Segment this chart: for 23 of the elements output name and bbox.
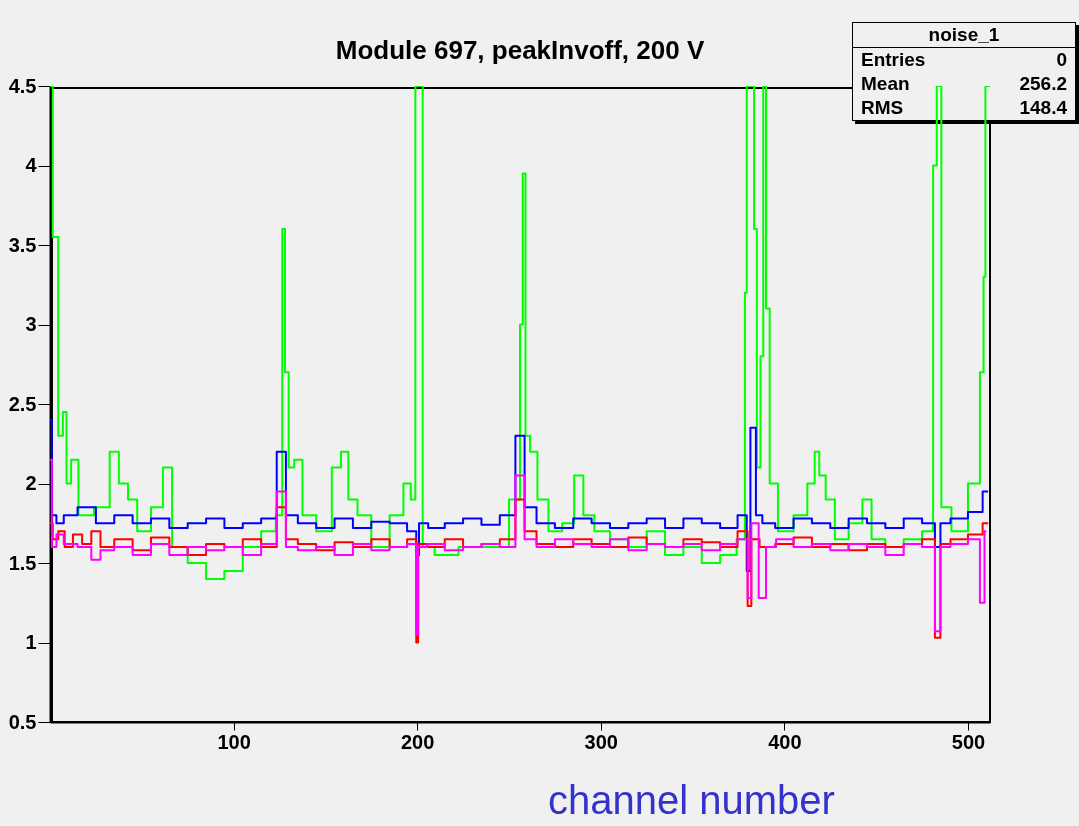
text: 0 (1055, 48, 1068, 72)
x-tick-label: 500 (951, 730, 986, 753)
x-tick-label: 200 (401, 730, 435, 753)
y-tick-label: 2 (25, 472, 37, 494)
text: 148.4 (1018, 96, 1068, 120)
annotation: Mean (860, 72, 911, 96)
y-tick-label: 0.5 (8, 710, 37, 733)
text: noise_1 (853, 23, 1075, 48)
x-axis-title: channel number (548, 778, 835, 823)
y-tick-label: 1.5 (8, 551, 37, 574)
y-tick-label: 4.5 (8, 74, 37, 97)
y-tick-label: 2.5 (8, 392, 37, 415)
x-tick-label: 300 (584, 730, 618, 753)
y-tick-label: 4 (25, 154, 38, 176)
y-tick-label: 3.5 (8, 233, 37, 256)
y-tick-label: 3 (25, 313, 37, 335)
x-tick-label: 100 (217, 730, 251, 753)
annotation: RMS (860, 96, 905, 120)
chart-title: Module 697, peakInvoff, 200 V (335, 35, 705, 65)
text: Entries (860, 48, 927, 72)
y-tick-label: 1 (25, 631, 37, 653)
x-tick-label: 400 (768, 730, 802, 753)
text: 256.2 (1018, 72, 1068, 96)
